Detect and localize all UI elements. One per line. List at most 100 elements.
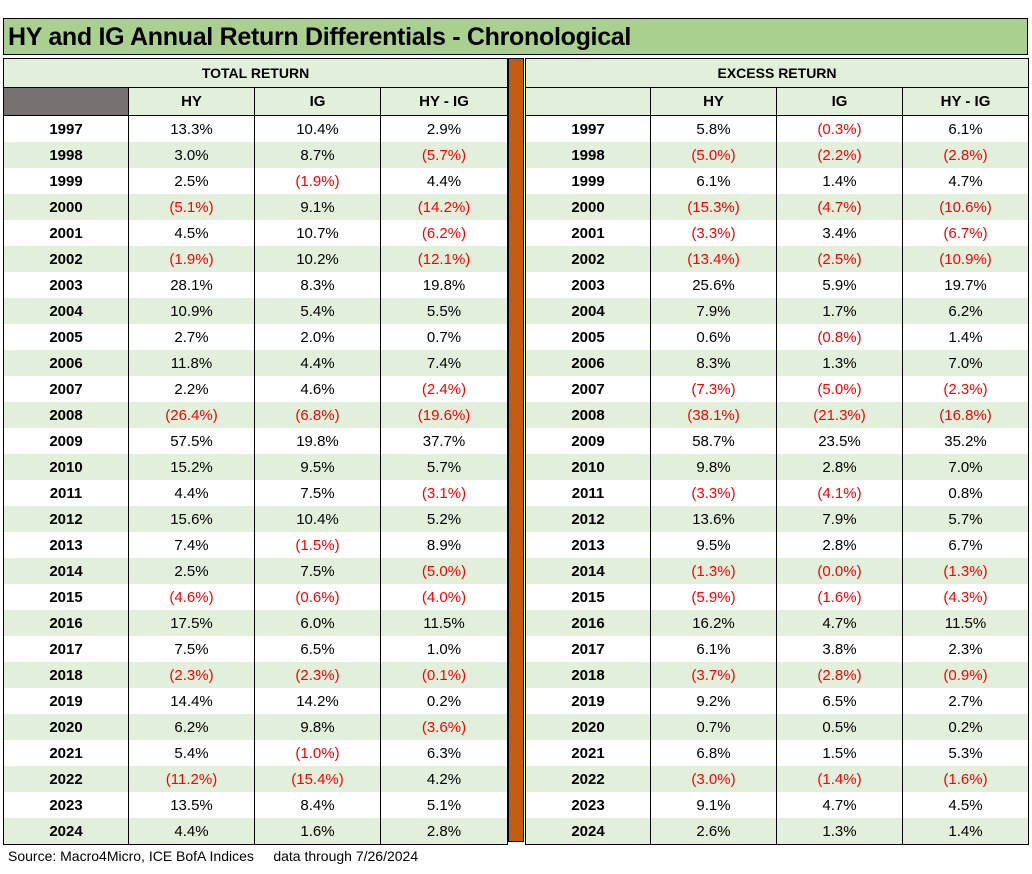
diff-value-cell: 5.3%	[901, 740, 1030, 766]
table-row: 1999 2.5% (1.9%) 4.4%	[3, 168, 509, 194]
ig-value-cell: (21.3%)	[776, 402, 903, 428]
ig-value-cell: 1.5%	[776, 740, 903, 766]
excess-return-table: EXCESS RETURN HY IG HY - IG 1997 5.8% (0.3%) 6.…	[524, 58, 1030, 845]
table-row: 2002 (13.4%) (2.5%) (10.9%)	[525, 246, 1030, 272]
diff-value-cell: 0.2%	[901, 714, 1030, 740]
table-row: 2003 25.6% 5.9% 19.7%	[525, 272, 1030, 298]
ig-value-cell: 6.5%	[776, 688, 903, 714]
hy-value-cell: 7.9%	[650, 298, 777, 324]
year-cell: 2017	[525, 636, 651, 662]
table-row: 1998 3.0% 8.7% (5.7%)	[3, 142, 509, 168]
header-hy-minus-ig: HY - IG	[379, 87, 509, 116]
table-row: 2009 57.5% 19.8% 37.7%	[3, 428, 509, 454]
hy-value-cell: (26.4%)	[128, 402, 255, 428]
diff-value-cell: 6.3%	[379, 740, 509, 766]
ig-value-cell: 1.3%	[776, 818, 903, 845]
ig-value-cell: (0.3%)	[776, 115, 903, 142]
hy-value-cell: 16.2%	[650, 610, 777, 636]
ig-value-cell: (1.5%)	[254, 532, 381, 558]
hy-value-cell: 9.8%	[650, 454, 777, 480]
hy-value-cell: 9.5%	[650, 532, 777, 558]
diff-value-cell: (1.6%)	[901, 766, 1030, 792]
hy-value-cell: (7.3%)	[650, 376, 777, 402]
year-cell: 2000	[525, 194, 651, 220]
year-cell: 2005	[525, 324, 651, 350]
hy-value-cell: 4.4%	[128, 818, 255, 845]
diff-value-cell: 5.5%	[379, 298, 509, 324]
year-cell: 2022	[3, 766, 129, 792]
diff-value-cell: (4.0%)	[379, 584, 509, 610]
table-row: 2021 5.4% (1.0%) 6.3%	[3, 740, 509, 766]
diff-value-cell: (14.2%)	[379, 194, 509, 220]
ig-value-cell: 10.4%	[254, 506, 381, 532]
table-row: 2023 13.5% 8.4% 5.1%	[3, 792, 509, 818]
ig-value-cell: (1.9%)	[254, 168, 381, 194]
table-row: 2010 9.8% 2.8% 7.0%	[525, 454, 1030, 480]
hy-value-cell: 2.5%	[128, 558, 255, 584]
year-cell: 2021	[525, 740, 651, 766]
table-row: 2010 15.2% 9.5% 5.7%	[3, 454, 509, 480]
ig-value-cell: 8.3%	[254, 272, 381, 298]
hy-value-cell: 0.7%	[650, 714, 777, 740]
section-header-row: TOTAL RETURN	[2, 58, 509, 88]
diff-value-cell: (6.2%)	[379, 220, 509, 246]
year-cell: 2013	[3, 532, 129, 558]
ig-value-cell: 5.9%	[776, 272, 903, 298]
table-row: 2024 4.4% 1.6% 2.8%	[3, 818, 509, 845]
ig-value-cell: 7.9%	[776, 506, 903, 532]
year-cell: 2024	[3, 818, 129, 845]
header-hy: HY	[128, 87, 255, 116]
diff-value-cell: 2.3%	[901, 636, 1030, 662]
hy-value-cell: 6.2%	[128, 714, 255, 740]
year-cell: 2010	[3, 454, 129, 480]
year-cell: 2019	[525, 688, 651, 714]
diff-value-cell: 37.7%	[379, 428, 509, 454]
total-return-table: TOTAL RETURN HY IG HY - IG 1997 13.3% 10.4% 2.9…	[2, 58, 509, 845]
table-row: 2008 (38.1%) (21.3%) (16.8%)	[525, 402, 1030, 428]
table-row: 2014 2.5% 7.5% (5.0%)	[3, 558, 509, 584]
diff-value-cell: 19.7%	[901, 272, 1030, 298]
hy-value-cell: 15.2%	[128, 454, 255, 480]
ig-value-cell: (15.4%)	[254, 766, 381, 792]
year-cell: 2018	[525, 662, 651, 688]
ig-value-cell: 7.5%	[254, 558, 381, 584]
year-cell: 2007	[3, 376, 129, 402]
table-row: 2015 (4.6%) (0.6%) (4.0%)	[3, 584, 509, 610]
ig-value-cell: 23.5%	[776, 428, 903, 454]
hy-value-cell: 2.5%	[128, 168, 255, 194]
hy-value-cell: 6.1%	[650, 168, 777, 194]
hy-value-cell: (1.9%)	[128, 246, 255, 272]
year-cell: 2013	[525, 532, 651, 558]
year-cell: 2001	[525, 220, 651, 246]
year-cell: 2004	[525, 298, 651, 324]
year-cell: 2008	[3, 402, 129, 428]
hy-value-cell: 3.0%	[128, 142, 255, 168]
source-footer: Source: Macro4Micro, ICE BofA Indices da…	[8, 848, 418, 864]
diff-value-cell: 5.7%	[901, 506, 1030, 532]
ig-value-cell: 4.6%	[254, 376, 381, 402]
year-cell: 2018	[3, 662, 129, 688]
year-cell: 2016	[525, 610, 651, 636]
hy-value-cell: 10.9%	[128, 298, 255, 324]
diff-value-cell: 4.4%	[379, 168, 509, 194]
year-cell: 2024	[525, 818, 651, 845]
hy-value-cell: 58.7%	[650, 428, 777, 454]
year-cell: 2012	[525, 506, 651, 532]
data-through-note: data through 7/26/2024	[273, 848, 419, 864]
year-cell: 1999	[525, 168, 651, 194]
hy-value-cell: 13.6%	[650, 506, 777, 532]
table-row: 2008 (26.4%) (6.8%) (19.6%)	[3, 402, 509, 428]
hy-value-cell: (3.7%)	[650, 662, 777, 688]
ig-value-cell: 9.8%	[254, 714, 381, 740]
corner-cell	[525, 87, 651, 116]
year-cell: 1997	[525, 115, 651, 142]
table-row: 2016 16.2% 4.7% 11.5%	[525, 610, 1030, 636]
hy-value-cell: (11.2%)	[128, 766, 255, 792]
diff-value-cell: 4.5%	[901, 792, 1030, 818]
hy-value-cell: 28.1%	[128, 272, 255, 298]
year-cell: 2009	[3, 428, 129, 454]
hy-value-cell: 5.4%	[128, 740, 255, 766]
ig-value-cell: 1.4%	[776, 168, 903, 194]
table-row: 2016 17.5% 6.0% 11.5%	[3, 610, 509, 636]
year-cell: 2012	[3, 506, 129, 532]
